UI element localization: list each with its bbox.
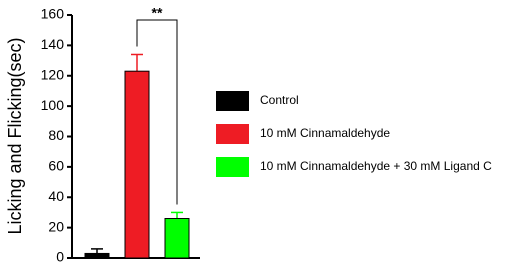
legend-swatch [216,157,249,177]
bar [84,252,110,259]
y-tick-label: 140 [41,36,65,52]
bar [164,218,190,259]
annotation: ** [152,5,163,21]
y-tick-label: 80 [48,127,64,143]
significance-bracket [136,19,178,205]
y-axis-label: Licking and Flicking(sec) [5,37,25,234]
legend-label: 10 mM Cinnamaldehyde + 30 mM Ligand C [260,159,492,173]
y-tick-label: 20 [48,218,64,234]
legend-label: 10 mM Cinnamaldehyde [260,126,390,140]
legend-swatch [216,91,249,111]
legend-swatch [216,124,249,144]
y-tick-label: 40 [48,188,64,204]
y-tick-label: 120 [41,66,65,82]
y-tick-label: 60 [48,158,64,174]
y-tick-label: 160 [41,6,65,22]
legend-label: Control [260,93,299,107]
bar [124,70,150,259]
y-tick-label: 100 [41,97,65,113]
y-tick-label: 0 [56,249,64,265]
